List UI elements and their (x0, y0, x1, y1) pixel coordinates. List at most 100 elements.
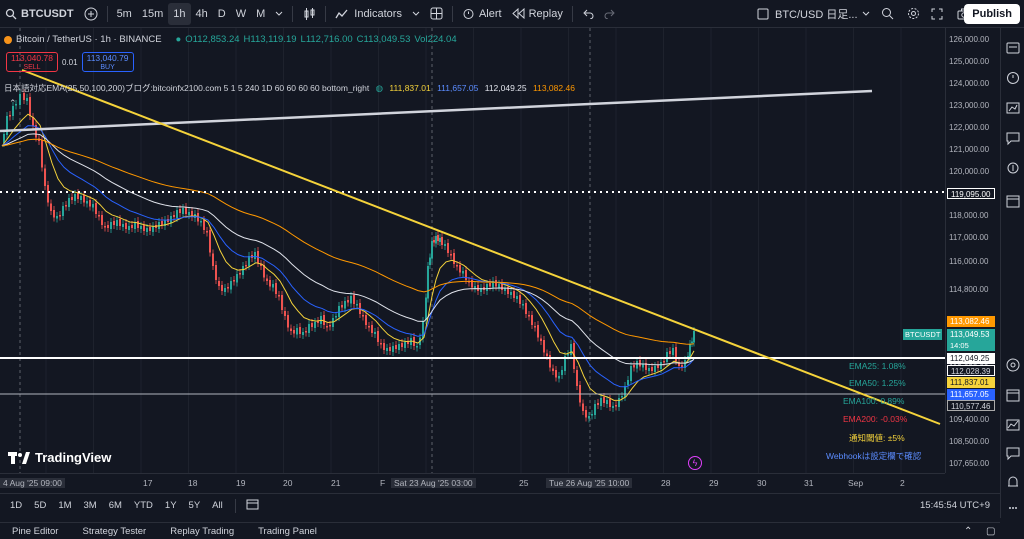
price-tick-label: 109,400.00 (949, 415, 990, 424)
quick-search-button[interactable] (876, 3, 899, 25)
candle-body (146, 228, 148, 232)
descending-trendline (21, 69, 941, 425)
calendar-goto-icon (246, 499, 259, 510)
settings-button[interactable] (902, 3, 925, 25)
more-icon[interactable] (1009, 507, 1017, 509)
chart-area[interactable] (0, 28, 945, 473)
range-5y[interactable]: 5Y (188, 500, 201, 511)
candle-body (326, 326, 328, 328)
target-icon[interactable] (1006, 358, 1020, 372)
candle-body (329, 325, 331, 327)
chevron-up-icon[interactable]: ⌃ (964, 525, 973, 537)
time-label-31: 31 (804, 478, 814, 488)
candle-body (353, 295, 355, 304)
time-label-crosshair-mid: Sat 23 Aug '25 03:00 (391, 478, 476, 488)
collapse-legend-icon[interactable]: ⌃ (9, 98, 17, 108)
candle-body (12, 106, 14, 116)
candle-body (56, 216, 58, 219)
ideas-icon[interactable] (1007, 162, 1019, 174)
candle-body (215, 265, 217, 280)
price-tick-label: 126,000.00 (949, 35, 990, 44)
indicator-legend[interactable]: 日本語対応EMA(25,50,100,200)ブログ:bitcoinfx2100… (4, 82, 575, 94)
candle-body (77, 193, 79, 199)
range-6m[interactable]: 6M (108, 500, 122, 511)
indicator-settings-icon[interactable]: ◍ (375, 83, 384, 93)
redo-button[interactable] (599, 3, 621, 25)
range-1d[interactable]: 1D (10, 500, 23, 511)
goto-date-button[interactable] (242, 498, 263, 513)
chat-icon[interactable] (1006, 132, 1020, 146)
calendar-icon[interactable] (1006, 389, 1020, 402)
indicator-value-1: 111,837.01 (389, 83, 431, 93)
price-tick-label: 107,650.00 (949, 459, 990, 468)
bell-icon[interactable] (1008, 476, 1018, 487)
range-all[interactable]: All (212, 500, 223, 511)
indicator-templates-button[interactable] (407, 3, 425, 25)
range-5d[interactable]: 5D (34, 500, 47, 511)
layout-menu[interactable]: BTC/USD 日足... (752, 3, 875, 25)
candle-body (260, 264, 262, 266)
candle-body (621, 396, 623, 398)
tab-strategy-tester[interactable]: Strategy Tester (82, 525, 147, 537)
candle-body (188, 212, 190, 215)
timeframe-1h[interactable]: 1h (168, 2, 191, 25)
symbol-search[interactable]: BTCUSDT (0, 3, 79, 25)
price-tick-label: 120,000.00 (949, 167, 990, 176)
candle-body (368, 326, 370, 328)
alerts-icon[interactable] (1007, 72, 1019, 84)
candle-body (92, 204, 94, 208)
ohlc-open: O112,853.24 (185, 34, 240, 45)
trade-buttons: 113,040.78 SELL 0.01 113,040.79 BUY (6, 52, 134, 72)
lightning-icon[interactable]: ϟ (688, 456, 702, 470)
publish-button[interactable]: Publish (964, 4, 1020, 24)
ohlc-close: C113,049.53 (356, 34, 411, 45)
ema200-line (1, 138, 695, 345)
maximize-panel-icon[interactable]: ▢ (986, 525, 996, 537)
candle-body (80, 196, 82, 200)
fullscreen-button[interactable] (926, 3, 948, 25)
compare-button[interactable] (79, 3, 103, 25)
candle-body (636, 361, 638, 369)
undo-button[interactable] (577, 3, 599, 25)
chat-icon[interactable] (1006, 447, 1020, 461)
indicators-button[interactable]: Indicators (330, 3, 407, 25)
watchlist-icon[interactable] (1006, 42, 1020, 54)
timeframe-m[interactable]: M (256, 7, 266, 20)
candle-body (657, 365, 659, 368)
time-axis[interactable]: 4 Aug '25 09:00 17 18 19 20 21 F Sat 23 … (0, 473, 945, 493)
tab-trading-panel[interactable]: Trading Panel (258, 525, 317, 537)
layouts-button[interactable] (425, 3, 448, 25)
timeframe-4h[interactable]: 4h (195, 7, 208, 20)
range-1y[interactable]: 1Y (164, 500, 177, 511)
indicators-icon (335, 9, 348, 18)
range-ytd[interactable]: YTD (133, 500, 153, 511)
price-chart[interactable] (0, 28, 945, 473)
chart-icon[interactable] (1006, 419, 1020, 431)
timeframe-d[interactable]: D (217, 7, 226, 20)
buy-button[interactable]: 113,040.79 BUY (81, 52, 134, 72)
time-label-2: 2 (900, 478, 905, 488)
timeframe-15m[interactable]: 15m (141, 7, 164, 20)
candle-body (525, 303, 527, 314)
data-window-icon[interactable] (1006, 102, 1020, 114)
candle-body (176, 210, 178, 218)
indicator-name: 日本語対応EMA(25,50,100,200)ブログ:bitcoinfx2100… (4, 83, 370, 93)
range-3m[interactable]: 3M (83, 500, 97, 511)
range-1m[interactable]: 1M (58, 500, 72, 511)
ohlc-low: L112,716.00 (300, 34, 353, 45)
chart-type-button[interactable] (297, 3, 321, 25)
candle-body (281, 295, 283, 310)
replay-button[interactable]: Replay (507, 3, 568, 25)
timeframe-5m[interactable]: 5m (116, 7, 132, 20)
alert-button[interactable]: Alert (457, 3, 507, 25)
candle-body (630, 366, 632, 381)
tab-replay-trading[interactable]: Replay Trading (170, 525, 235, 537)
tab-pine-editor[interactable]: Pine Editor (12, 525, 59, 537)
candle-body (143, 225, 145, 231)
candle-body (161, 221, 163, 225)
sell-button[interactable]: 113,040.78 SELL (6, 52, 58, 72)
timeframe-w[interactable]: W (235, 7, 247, 20)
timeframe-dropdown[interactable] (270, 3, 288, 25)
clock-timezone[interactable]: 15:45:54 UTC+9 (920, 500, 990, 511)
calendar-icon[interactable] (1006, 195, 1020, 208)
